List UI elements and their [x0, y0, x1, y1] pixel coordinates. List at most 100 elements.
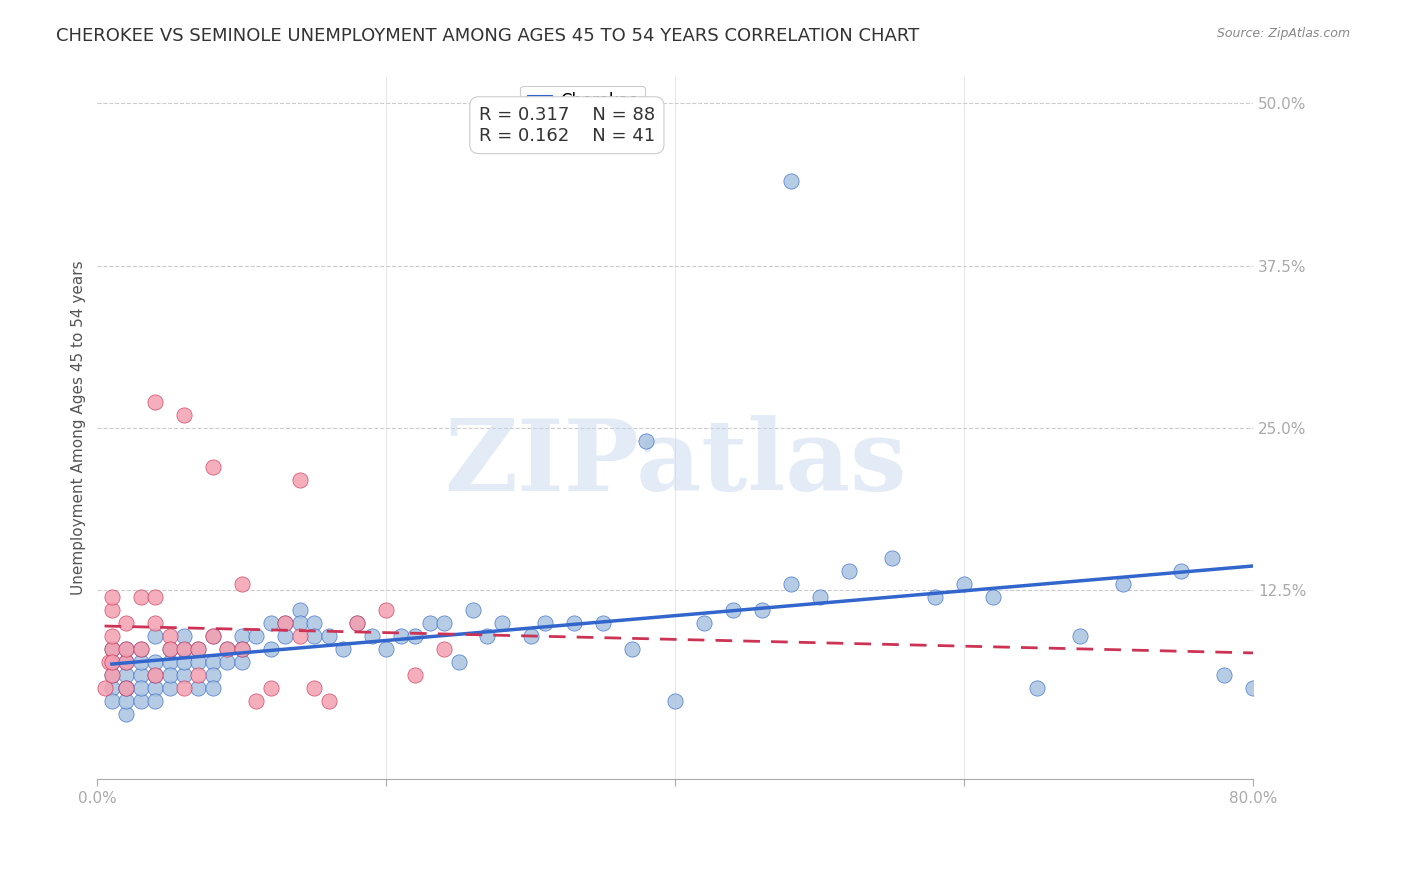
Cherokee [260, 615, 283, 630]
Cherokee [520, 629, 543, 643]
Cherokee [664, 694, 686, 708]
Seminole [129, 642, 152, 657]
Cherokee [173, 655, 195, 669]
Seminole [433, 642, 456, 657]
Cherokee [101, 655, 124, 669]
Cherokee [143, 655, 166, 669]
Cherokee [288, 615, 311, 630]
Cherokee [433, 615, 456, 630]
Cherokee [721, 603, 744, 617]
Cherokee [404, 629, 426, 643]
Cherokee [1170, 564, 1192, 578]
Cherokee [953, 577, 976, 591]
Cherokee [389, 629, 412, 643]
Seminole [101, 655, 124, 669]
Seminole [302, 681, 325, 695]
Seminole [101, 590, 124, 604]
Cherokee [981, 590, 1004, 604]
Seminole [115, 655, 138, 669]
Cherokee [1213, 668, 1236, 682]
Cherokee [1112, 577, 1135, 591]
Cherokee [159, 642, 181, 657]
Cherokee [173, 629, 195, 643]
Cherokee [173, 642, 195, 657]
Cherokee [201, 668, 224, 682]
Cherokee [101, 668, 124, 682]
Seminole [159, 629, 181, 643]
Cherokee [115, 642, 138, 657]
Cherokee [693, 615, 716, 630]
Cherokee [143, 694, 166, 708]
Text: ZIPatlas: ZIPatlas [444, 415, 907, 512]
Cherokee [274, 629, 297, 643]
Seminole [129, 590, 152, 604]
Seminole [231, 642, 253, 657]
Cherokee [302, 615, 325, 630]
Seminole [318, 694, 340, 708]
Cherokee [101, 642, 124, 657]
Cherokee [231, 642, 253, 657]
Cherokee [143, 629, 166, 643]
Cherokee [159, 668, 181, 682]
Seminole [173, 642, 195, 657]
Legend: Cherokee, Seminole: Cherokee, Seminole [520, 86, 645, 144]
Cherokee [477, 629, 499, 643]
Cherokee [129, 655, 152, 669]
Cherokee [880, 551, 903, 566]
Cherokee [115, 668, 138, 682]
Text: CHEROKEE VS SEMINOLE UNEMPLOYMENT AMONG AGES 45 TO 54 YEARS CORRELATION CHART: CHEROKEE VS SEMINOLE UNEMPLOYMENT AMONG … [56, 27, 920, 45]
Cherokee [129, 668, 152, 682]
Cherokee [159, 655, 181, 669]
Seminole [201, 460, 224, 475]
Cherokee [461, 603, 484, 617]
Cherokee [1241, 681, 1264, 695]
Seminole [159, 642, 181, 657]
Seminole [101, 642, 124, 657]
Cherokee [159, 681, 181, 695]
Cherokee [620, 642, 643, 657]
Cherokee [101, 694, 124, 708]
Cherokee [592, 615, 614, 630]
Cherokee [780, 174, 803, 188]
Cherokee [143, 668, 166, 682]
Cherokee [129, 681, 152, 695]
Cherokee [187, 681, 209, 695]
Cherokee [491, 615, 513, 630]
Cherokee [260, 642, 283, 657]
Seminole [143, 590, 166, 604]
Cherokee [201, 629, 224, 643]
Seminole [404, 668, 426, 682]
Cherokee [115, 655, 138, 669]
Cherokee [751, 603, 773, 617]
Seminole [143, 615, 166, 630]
Cherokee [332, 642, 354, 657]
Cherokee [217, 655, 239, 669]
Seminole [115, 681, 138, 695]
Seminole [260, 681, 283, 695]
Seminole [375, 603, 398, 617]
Cherokee [115, 694, 138, 708]
Cherokee [101, 681, 124, 695]
Cherokee [419, 615, 441, 630]
Cherokee [217, 642, 239, 657]
Seminole [201, 629, 224, 643]
Seminole [173, 408, 195, 422]
Cherokee [115, 681, 138, 695]
Seminole [93, 681, 115, 695]
Cherokee [115, 681, 138, 695]
Cherokee [375, 642, 398, 657]
Cherokee [201, 681, 224, 695]
Seminole [101, 668, 124, 682]
Seminole [346, 615, 368, 630]
Seminole [288, 629, 311, 643]
Cherokee [318, 629, 340, 643]
Cherokee [288, 603, 311, 617]
Seminole [187, 668, 209, 682]
Cherokee [1025, 681, 1047, 695]
Cherokee [924, 590, 946, 604]
Cherokee [143, 681, 166, 695]
Cherokee [1069, 629, 1091, 643]
Cherokee [231, 655, 253, 669]
Cherokee [562, 615, 585, 630]
Seminole [115, 642, 138, 657]
